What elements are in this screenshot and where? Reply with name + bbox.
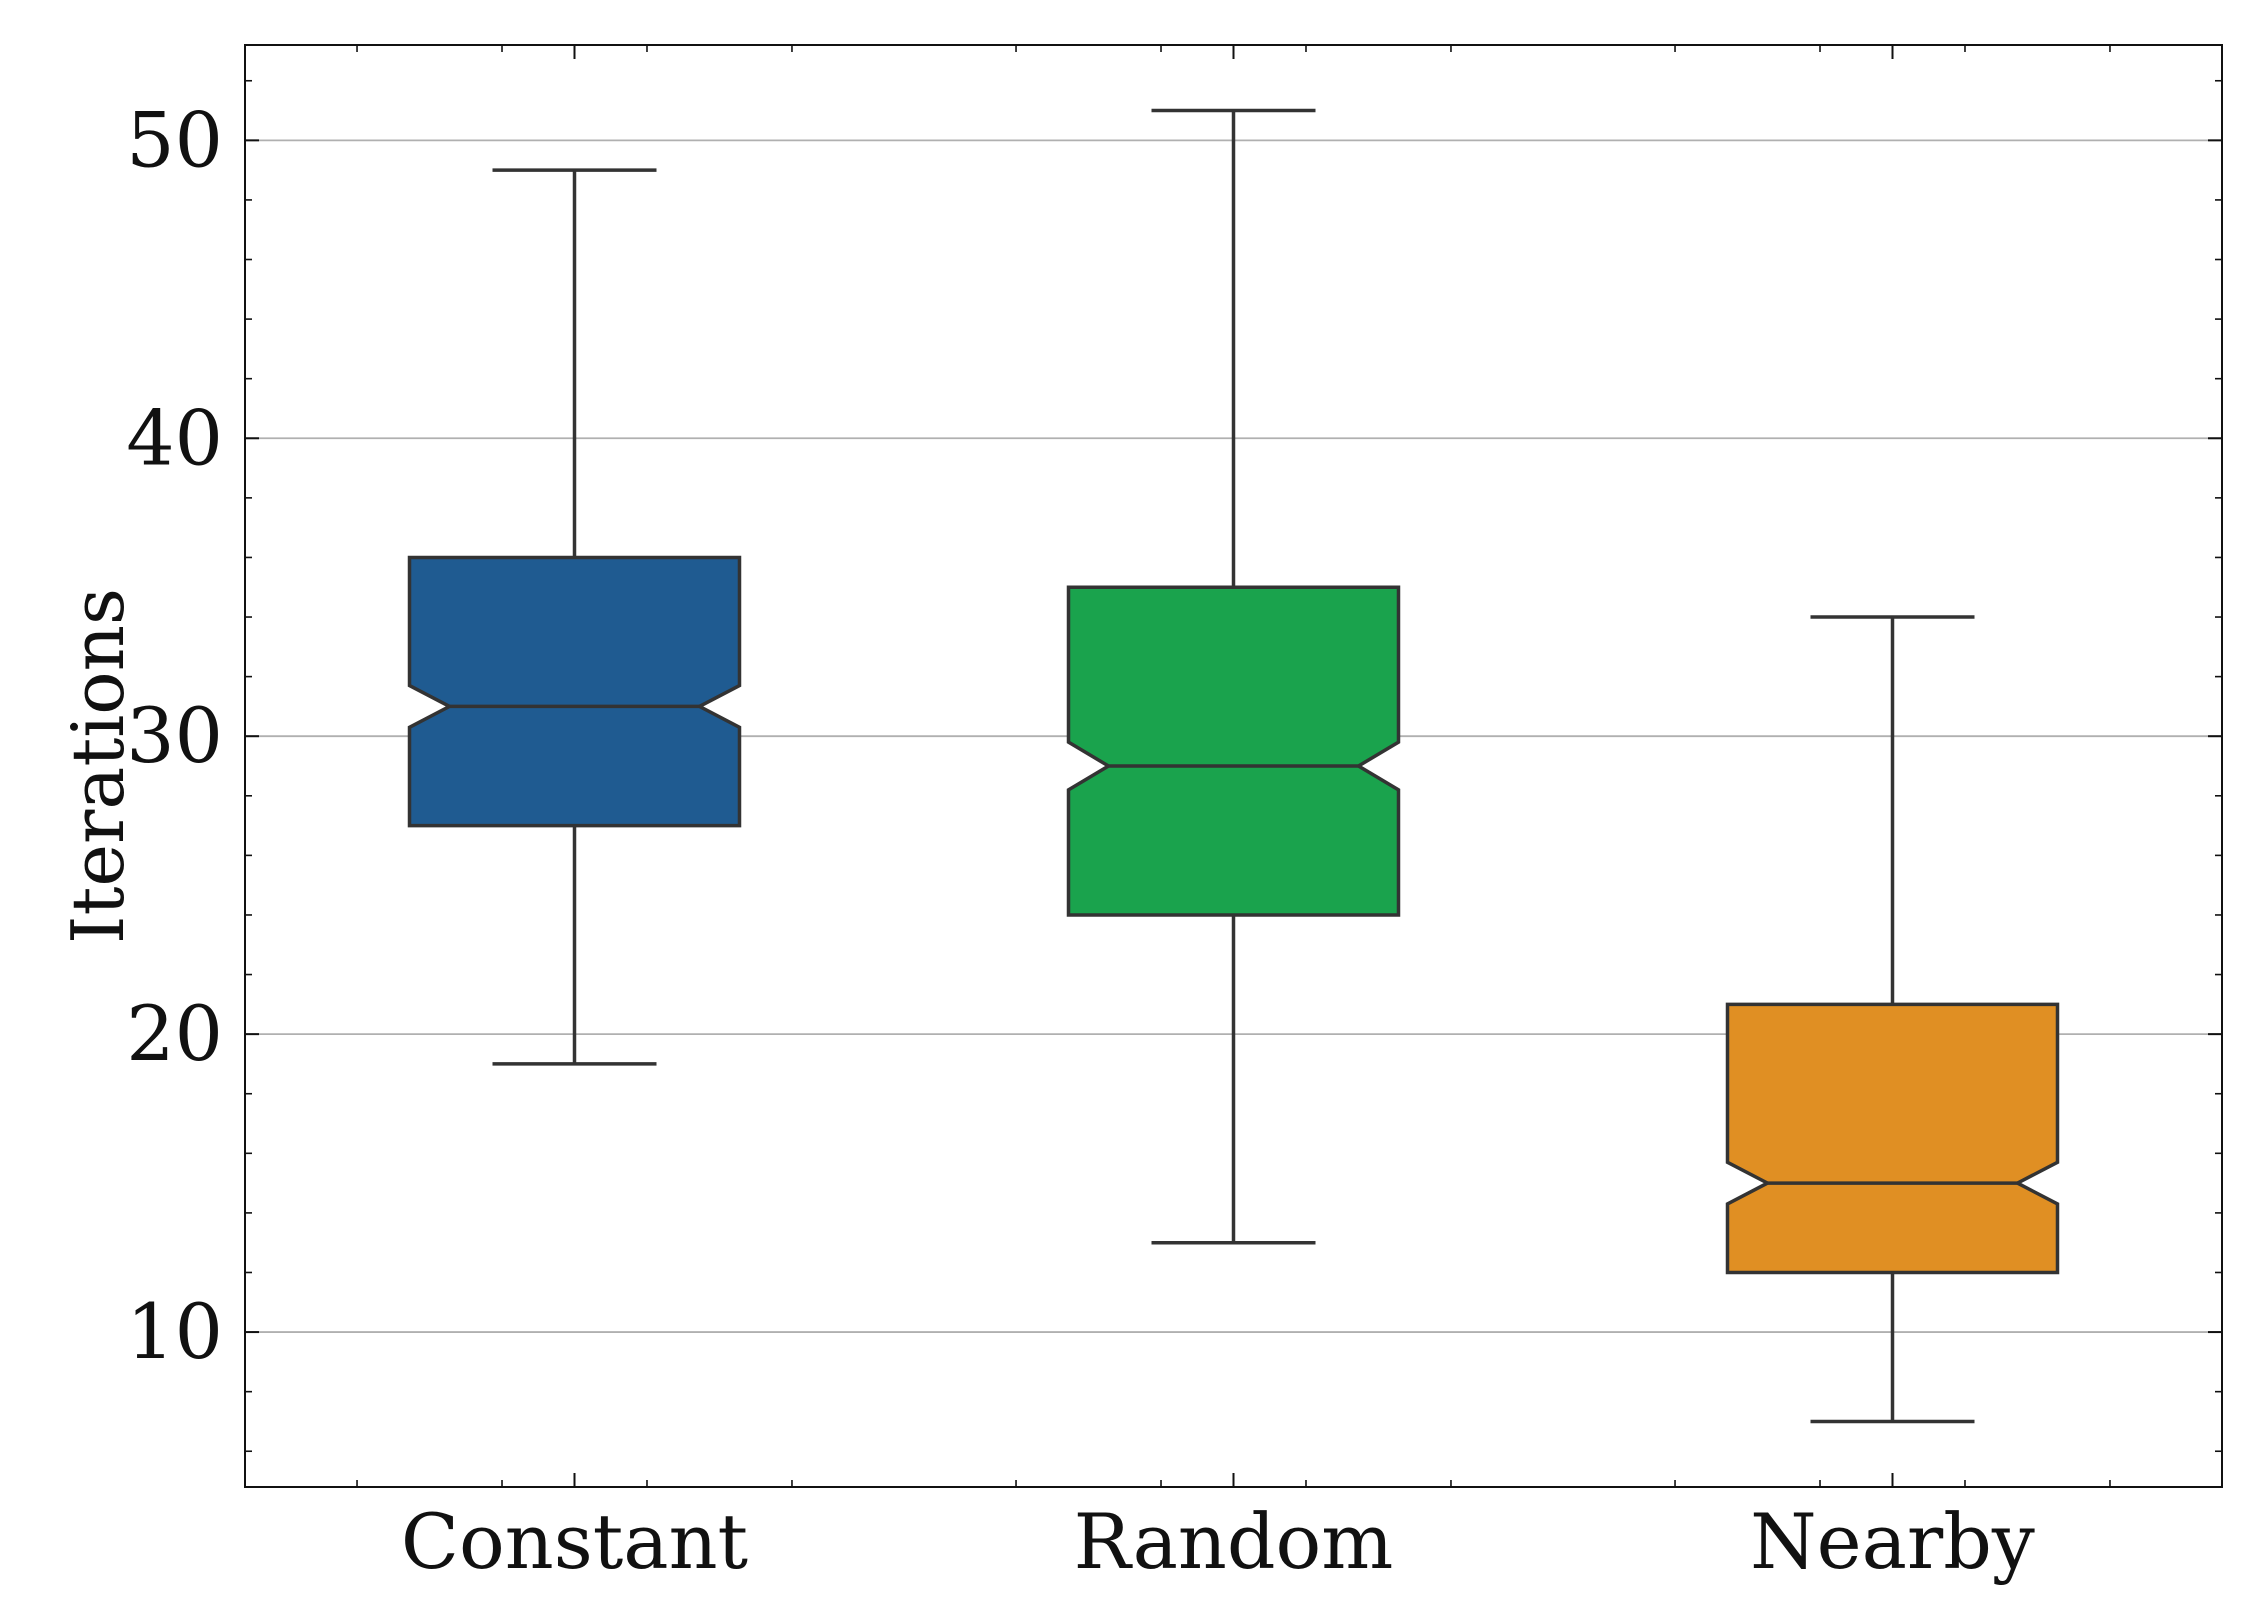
y-tick-label-20: 20 (126, 989, 223, 1078)
box-random (1066, 108, 1401, 1245)
y-tick-label-10: 10 (126, 1287, 223, 1376)
box-body (407, 555, 742, 828)
boxes (407, 108, 2060, 1424)
tick-labels: 10 20 30 40 50 Constant Random Nearby (126, 95, 2035, 1586)
box-nearby (1725, 615, 2060, 1424)
x-tick-label-constant: Constant (401, 1497, 748, 1586)
y-tick-label-50: 50 (126, 95, 223, 184)
y-tick-label-40: 40 (126, 393, 223, 482)
box-body (1066, 585, 1401, 917)
y-tick-label-30: 30 (126, 691, 223, 780)
x-tick-label-random: Random (1074, 1497, 1394, 1586)
box-body (1725, 1002, 2060, 1275)
box-constant (407, 168, 742, 1066)
x-tick-label-nearby: Nearby (1750, 1497, 2035, 1586)
y-axis-label: Iterations (56, 588, 140, 944)
axis-ticks (245, 45, 2222, 1487)
